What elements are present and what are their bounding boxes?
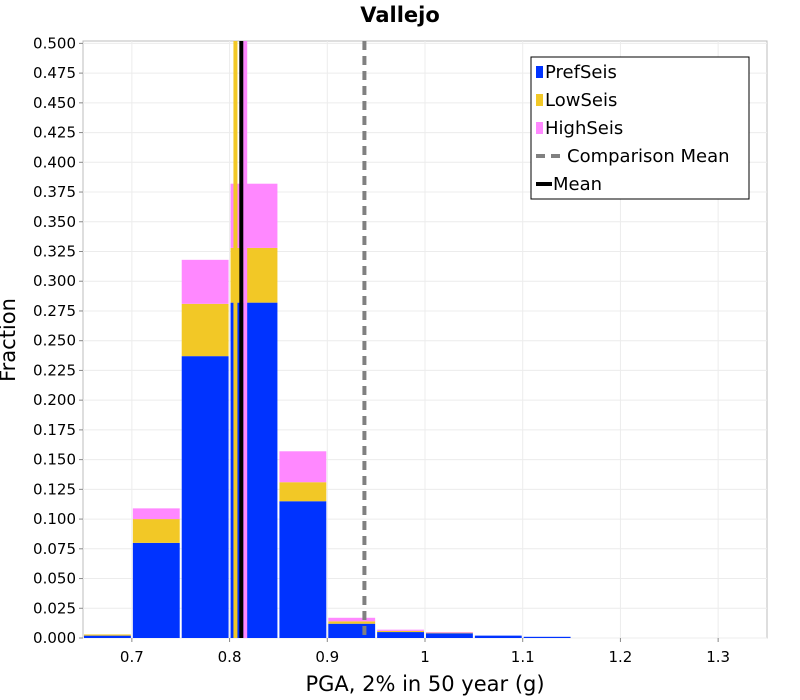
y-tick-label: 0.175 <box>33 421 76 439</box>
legend-swatch <box>536 122 543 134</box>
y-tick-label: 0.500 <box>33 34 76 52</box>
x-tick-label: 0.8 <box>218 648 242 666</box>
legend-swatch <box>536 66 543 78</box>
bar-lowseis <box>181 303 229 357</box>
bar-highseis <box>230 183 278 248</box>
bar-prefseis <box>328 623 376 638</box>
legend-label: HighSeis <box>545 118 623 139</box>
bar-prefseis <box>230 302 278 638</box>
y-tick-label: 0.250 <box>33 332 76 350</box>
x-tick-label: 0.7 <box>120 648 144 666</box>
bar-highseis <box>132 508 180 520</box>
bar-lowseis <box>132 519 180 543</box>
x-tick-label: 1.2 <box>608 648 632 666</box>
bar-lowseis <box>377 630 424 633</box>
legend-swatch <box>536 94 543 106</box>
y-tick-label: 0.450 <box>33 94 76 112</box>
x-axis-title: PGA, 2% in 50 year (g) <box>305 672 544 696</box>
y-tick-label: 0.400 <box>33 153 76 171</box>
y-tick-label: 0.425 <box>33 124 76 142</box>
y-tick-label: 0.200 <box>33 391 76 409</box>
bar-lowseis <box>230 247 278 303</box>
y-tick-label: 0.075 <box>33 540 76 558</box>
y-tick-label: 0.300 <box>33 272 76 290</box>
y-tick-label: 0.225 <box>33 361 76 379</box>
bar-prefseis <box>279 501 327 638</box>
y-tick-label: 0.275 <box>33 302 76 320</box>
bar-prefseis <box>474 635 522 638</box>
bar-prefseis <box>377 632 424 638</box>
x-tick-label: 1.1 <box>511 648 535 666</box>
y-tick-label: 0.125 <box>33 480 76 498</box>
y-axis-title: Fraction <box>0 298 20 382</box>
y-tick-label: 0.025 <box>33 599 76 617</box>
legend-label: Mean <box>553 174 602 195</box>
y-tick-label: 0.475 <box>33 64 76 82</box>
bar-highseis <box>279 451 327 483</box>
y-tick-label: 0.375 <box>33 183 76 201</box>
y-tick-label: 0.150 <box>33 451 76 469</box>
bar-highseis <box>426 632 473 633</box>
y-tick-label: 0.350 <box>33 213 76 231</box>
y-tick-label: 0.000 <box>33 629 76 647</box>
mean-lines <box>233 41 367 638</box>
y-tick-label: 0.325 <box>33 242 76 260</box>
x-tick-label: 0.9 <box>315 648 339 666</box>
legend: PrefSeis LowSeis HighSeis Comparison Mean Me… <box>530 56 750 200</box>
y-axis: 0.000 0.025 0.050 0.075 0.100 0.125 0.150 0.175… <box>33 34 83 647</box>
legend-label: LowSeis <box>545 90 617 111</box>
bar-prefseis <box>132 542 180 638</box>
bar-prefseis <box>84 635 131 638</box>
bar-lowseis <box>279 482 327 502</box>
bar-prefseis <box>523 636 571 638</box>
bar-prefseis <box>181 356 229 638</box>
bar-highseis <box>181 259 229 304</box>
x-tick-label: 1 <box>420 648 430 666</box>
legend-label: PrefSeis <box>545 62 617 83</box>
legend-frame <box>530 56 750 200</box>
bar-lowseis <box>426 632 473 634</box>
bars <box>84 183 571 638</box>
bar-highseis <box>377 629 424 631</box>
y-tick-label: 0.100 <box>33 510 76 528</box>
bar-lowseis <box>328 621 376 624</box>
legend-label: Comparison Mean <box>567 146 730 167</box>
chart-title: Vallejo <box>360 3 440 27</box>
bar-highseis <box>328 617 376 622</box>
x-axis: 0.7 0.8 0.9 1 1.1 1.2 1.3 <box>120 638 730 666</box>
y-tick-label: 0.050 <box>33 570 76 588</box>
bar-prefseis <box>426 633 473 638</box>
bar-lowseis <box>84 634 131 636</box>
x-tick-label: 1.3 <box>706 648 730 666</box>
